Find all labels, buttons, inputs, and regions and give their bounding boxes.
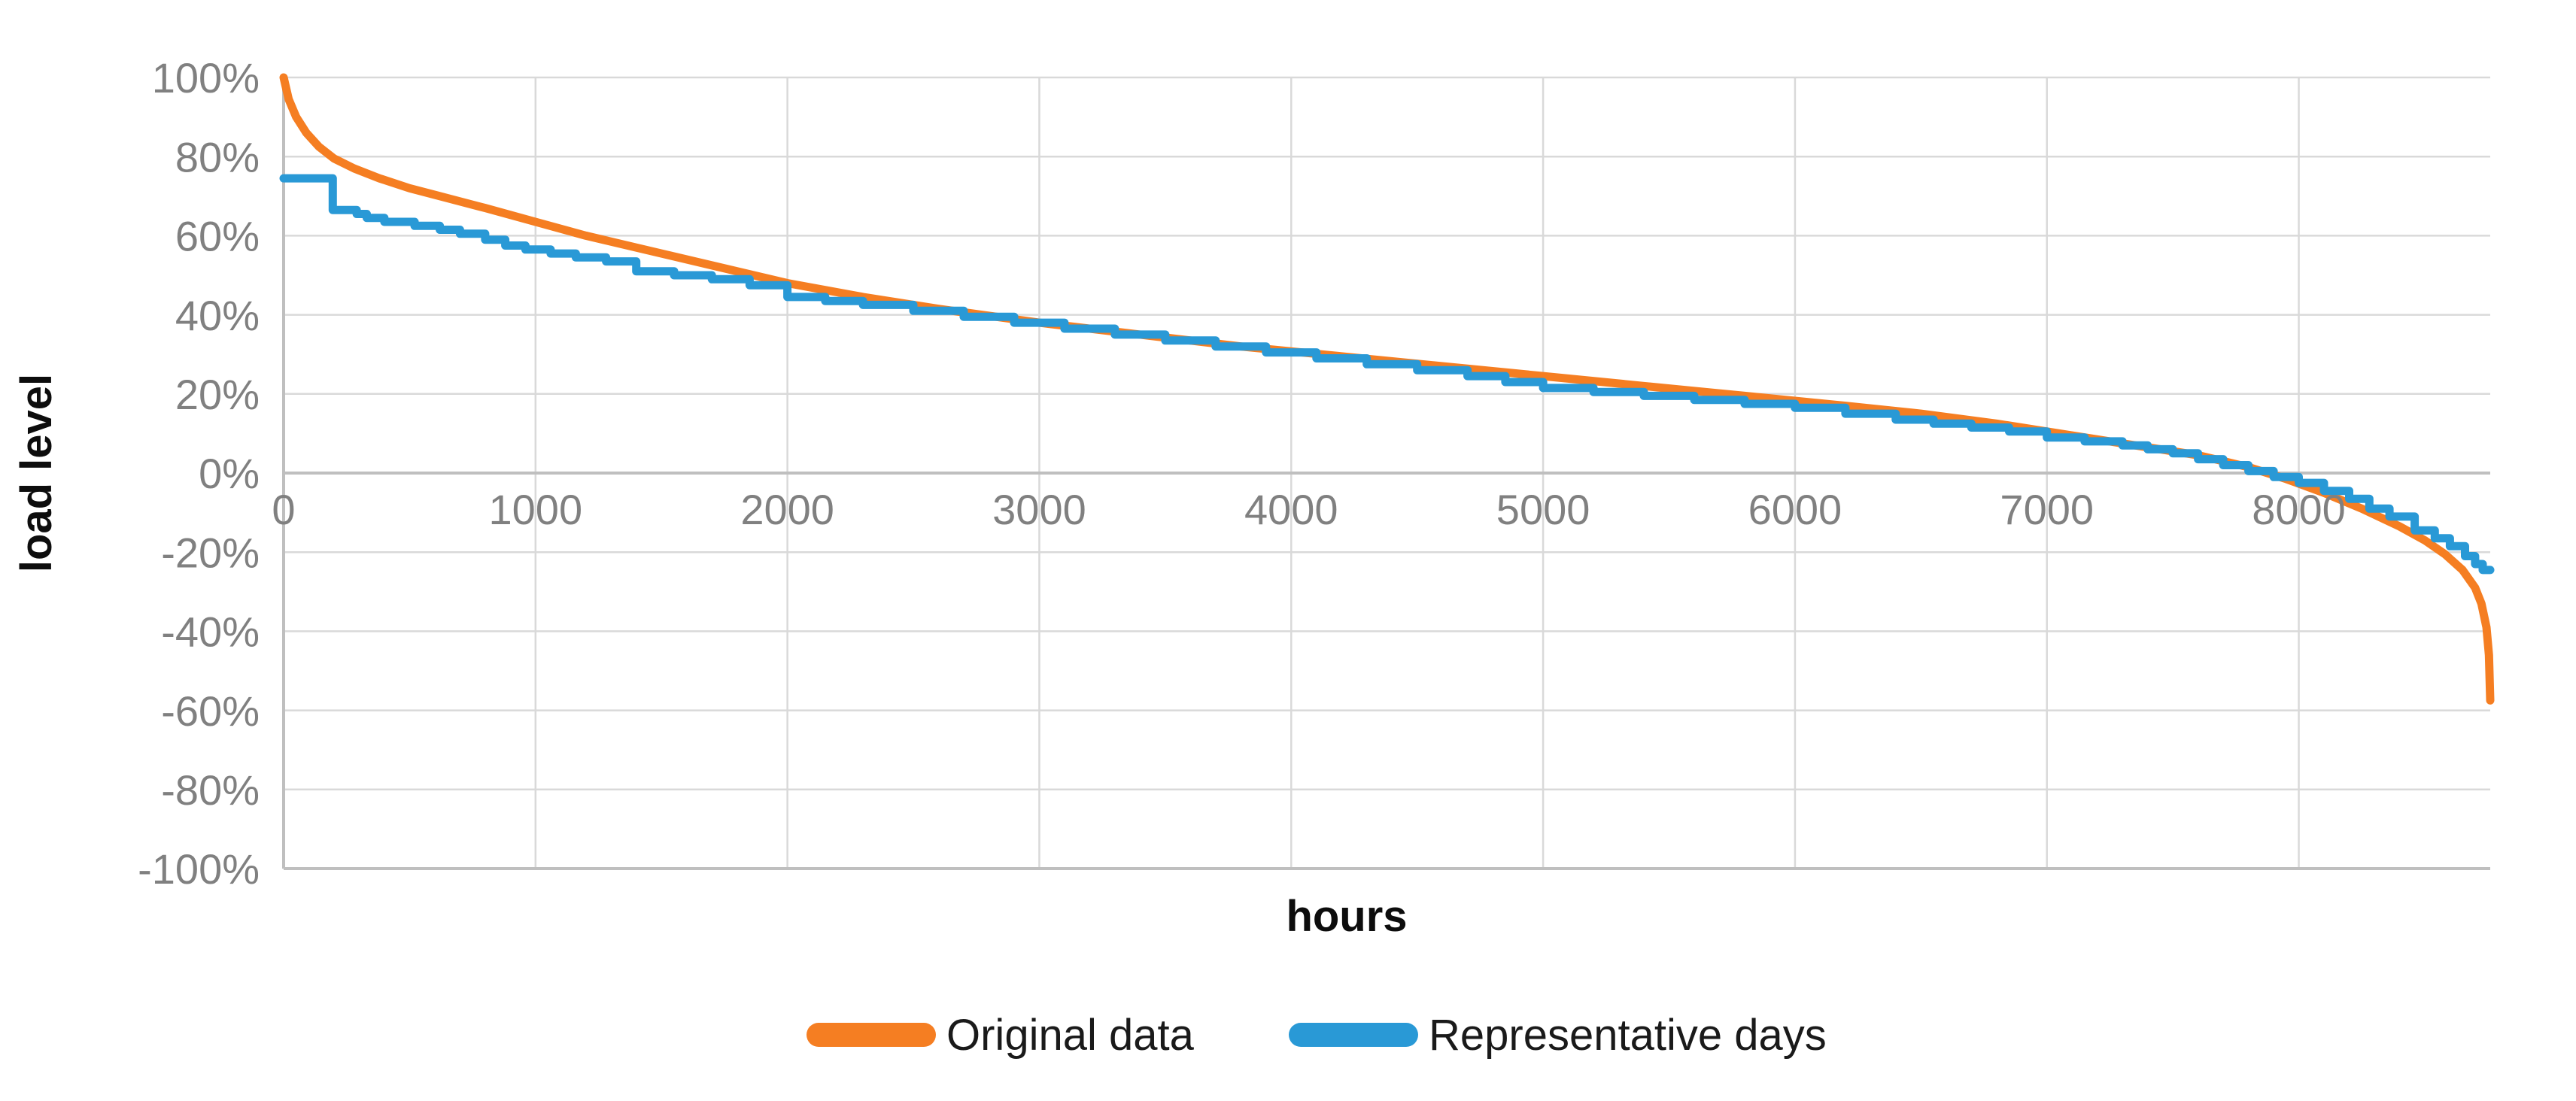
series-layer (279, 73, 2495, 705)
y-tick-label--20: -20% (161, 529, 260, 576)
x-tick-label-6000: 6000 (1748, 486, 1842, 533)
x-tick-label-1000: 1000 (489, 486, 583, 533)
y-tick-label--80: -80% (161, 766, 260, 814)
y-tick-label-60: 60% (175, 213, 260, 260)
y-tick-label-80: 80% (175, 133, 260, 180)
y-tick-label--100: -100% (138, 845, 260, 893)
y-tick-label--40: -40% (161, 608, 260, 656)
legend: Original data Representative days (807, 1011, 1827, 1060)
tick-labels-layer: 100% 80% 60% 40% 20% 0% -20% -40% -60% -80% -100% 0… (138, 54, 2346, 893)
y-tick-label-40: 40% (175, 292, 260, 339)
y-axis-title: load level (12, 374, 61, 572)
axes-layer (282, 77, 2490, 870)
x-tick-label-4000: 4000 (1244, 486, 1338, 533)
y-tick-label-0: 0% (199, 450, 260, 497)
y-tick-label-20: 20% (175, 371, 260, 418)
series-line-representative-days (279, 174, 2495, 575)
x-tick-label-2000: 2000 (740, 486, 834, 533)
legend-label-original-data: Original data (946, 1011, 1195, 1060)
y-tick-label--60: -60% (161, 687, 260, 735)
x-tick-label-5000: 5000 (1496, 486, 1590, 533)
x-tick-label-7000: 7000 (2000, 486, 2094, 533)
x-tick-label-8000: 8000 (2252, 486, 2346, 533)
x-tick-label-3000: 3000 (992, 486, 1086, 533)
y-tick-label-100: 100% (152, 54, 260, 102)
x-tick-label-0: 0 (272, 486, 295, 533)
legend-label-representative-days: Representative days (1429, 1011, 1827, 1060)
x-axis-title: hours (1286, 892, 1407, 941)
